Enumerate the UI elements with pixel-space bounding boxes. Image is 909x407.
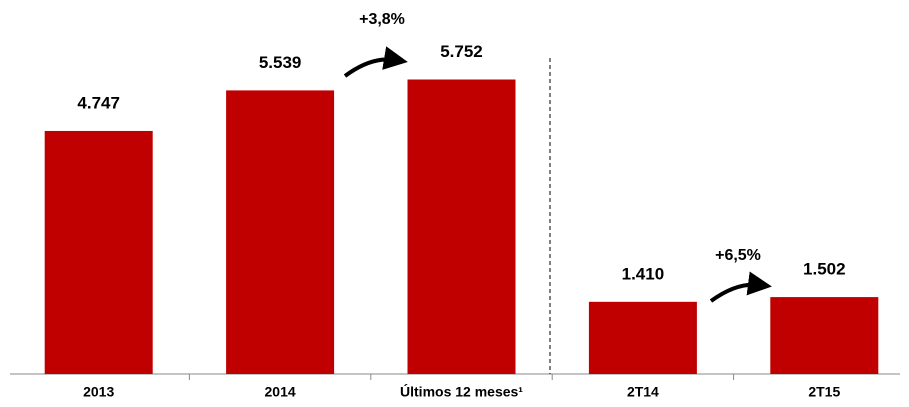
x-tick-label: 2T15 [808,384,840,400]
bar [770,297,879,374]
x-tick-label: 2013 [83,384,114,400]
value-label: 5.539 [259,53,302,72]
value-label: 1.410 [622,264,665,283]
value-label: 4.747 [77,93,120,112]
value-label: 1.502 [803,260,846,279]
x-tick-label: 2014 [265,384,296,400]
value-label: 5.752 [440,42,483,61]
growth-arrow [709,271,772,303]
growth-arrow [343,46,408,78]
bar [588,301,697,374]
bar [407,79,516,375]
bar [226,90,335,374]
annotation: +3,8% [359,11,405,28]
x-tick-label: 2T14 [627,384,659,400]
bar [44,130,153,374]
x-tick-label: Últimos 12 meses¹ [400,383,523,400]
annotation: +6,5% [715,247,761,264]
